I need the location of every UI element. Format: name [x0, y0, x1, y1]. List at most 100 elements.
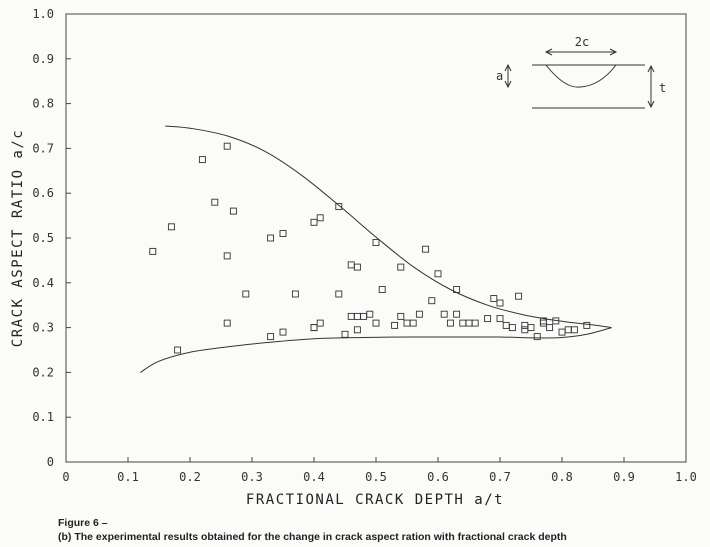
data-point-square	[316, 214, 324, 222]
y-tick-label: 0.2	[32, 365, 54, 379]
data-point-square	[570, 326, 578, 334]
caption-text: (b) The experimental results obtained fo…	[58, 531, 567, 543]
y-tick-labels: 0 0.1 0.2 0.3 0.4 0.5 0.6 0.7 0.8 0.9 1.0	[32, 7, 54, 469]
figure-caption: Figure 6 – (b) The experimental results …	[58, 516, 698, 544]
data-point-square	[360, 312, 368, 320]
data-point-square	[552, 317, 560, 325]
data-point-square	[310, 324, 318, 332]
data-point-square	[539, 319, 547, 327]
data-point-square	[229, 207, 237, 215]
data-point-square	[533, 333, 541, 341]
data-point-square	[267, 234, 275, 242]
chart-figure: 0 0.1 0.2 0.3 0.4 0.5 0.6 0.7 0.8 0.9 1.0 0 0.1 0.2 0…	[10, 7, 697, 508]
data-point-square	[546, 324, 554, 332]
inset-label-thickness: t	[659, 81, 666, 95]
data-point-square	[440, 310, 448, 318]
data-point-square	[310, 218, 318, 226]
data-point-square	[521, 321, 529, 329]
x-tick-label: 0.3	[241, 470, 263, 484]
data-point-square	[378, 286, 386, 293]
x-tick-label: 0.5	[365, 470, 387, 484]
data-point-square	[490, 295, 498, 302]
data-point-square	[223, 319, 231, 327]
plot-frame	[65, 13, 687, 463]
data-markers	[149, 142, 591, 354]
data-point-square	[211, 198, 219, 206]
data-point-square	[347, 312, 355, 320]
x-tick-label: 0.2	[179, 470, 201, 484]
data-point-square	[341, 330, 349, 338]
x-tick-labels: 0 0.1 0.2 0.3 0.4 0.5 0.6 0.7 0.8 0.9 1.0	[62, 470, 696, 484]
data-point-square	[223, 142, 231, 150]
y-tick-label: 0.8	[32, 97, 54, 111]
data-point-square	[397, 312, 405, 320]
data-point-square	[496, 299, 504, 307]
data-point-square	[465, 319, 473, 327]
data-point-square	[496, 315, 504, 323]
data-point-square	[353, 312, 361, 320]
data-point-square	[174, 346, 182, 354]
x-tick-label: 0.7	[489, 470, 511, 484]
x-tick-label: 0.4	[303, 470, 325, 484]
x-tick-label: 0.1	[117, 470, 139, 484]
x-tick-label: 0.9	[613, 470, 635, 484]
data-point-square	[583, 321, 591, 329]
data-point-square	[428, 297, 436, 305]
x-tick-label: 0	[62, 470, 69, 484]
data-point-square	[242, 290, 250, 298]
inset-thickness-arrowhead-bottom-icon	[647, 100, 655, 109]
crack-geometry-inset	[504, 48, 655, 109]
data-point-square	[453, 286, 461, 293]
inset-width-arrowhead-right-icon	[609, 48, 618, 56]
data-point-square	[515, 292, 523, 300]
data-point-square	[502, 321, 510, 329]
inset-label-width: 2c	[575, 35, 589, 49]
data-point-square	[409, 319, 417, 327]
x-tick-label: 1.0	[675, 470, 697, 484]
data-point-square	[471, 319, 479, 327]
data-point-square	[564, 326, 572, 334]
y-tick-label: 0.4	[32, 276, 54, 290]
x-tick-label: 0.6	[427, 470, 449, 484]
y-tick-label: 0.5	[32, 231, 54, 245]
data-point-square	[167, 223, 175, 231]
data-point-square	[446, 319, 454, 327]
data-point-square	[279, 230, 287, 237]
axis-ticks	[65, 13, 687, 463]
data-point-square	[316, 319, 324, 327]
data-point-square	[291, 290, 299, 298]
inset-label-depth: a	[496, 69, 503, 83]
data-point-square	[453, 310, 461, 318]
data-point-square	[310, 324, 318, 332]
inset-depth-arrowhead-bottom-icon	[504, 80, 512, 89]
data-point-square	[391, 321, 399, 329]
envelope-lower-curve	[140, 327, 612, 373]
data-point-square	[347, 261, 355, 269]
data-point-square	[335, 290, 343, 298]
data-point-square	[527, 324, 535, 332]
data-point-square	[539, 317, 547, 325]
y-tick-label: 0.3	[32, 321, 54, 335]
data-point-square	[198, 156, 206, 164]
data-point-square	[372, 319, 380, 327]
y-tick-label: 1.0	[32, 7, 54, 21]
y-tick-label: 0.7	[32, 141, 54, 155]
data-point-square	[403, 319, 411, 327]
data-point-square	[558, 328, 566, 336]
inset-thickness-arrowhead-top-icon	[647, 64, 655, 73]
data-point-square	[434, 270, 442, 278]
x-axis-title: FRACTIONAL CRACK DEPTH a/t	[246, 492, 504, 508]
inset-crack-profile	[545, 64, 617, 88]
data-point-square	[508, 324, 516, 332]
data-point-square	[149, 247, 157, 255]
data-point-square	[223, 252, 231, 260]
data-point-square	[372, 239, 380, 246]
data-point-square	[415, 310, 423, 318]
data-point-square	[335, 203, 343, 211]
inset-width-arrowhead-left-icon	[544, 48, 553, 56]
x-tick-label: 0.8	[551, 470, 573, 484]
y-tick-label: 0.6	[32, 186, 54, 200]
data-point-square	[353, 326, 361, 334]
y-tick-label: 0	[47, 455, 54, 469]
data-point-square	[422, 245, 430, 253]
